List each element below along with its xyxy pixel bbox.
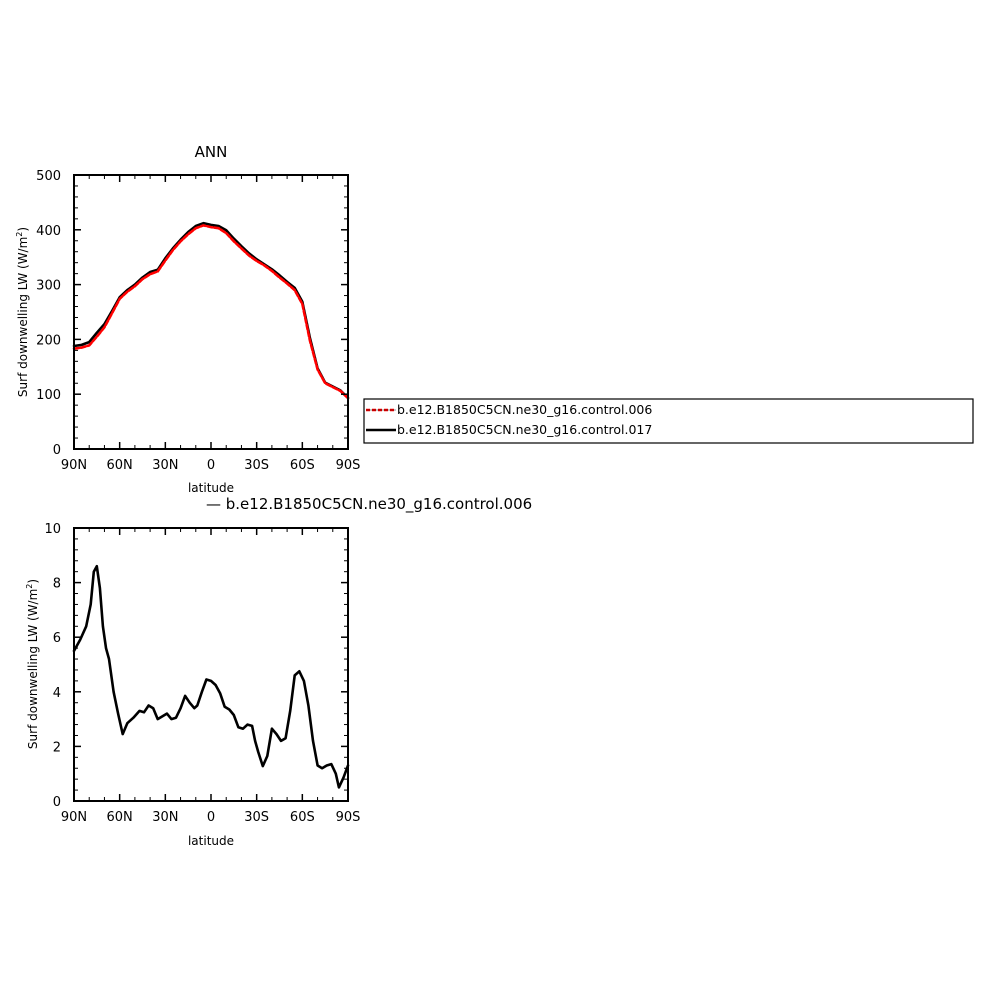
bottom-xtick-label: 30N (152, 810, 178, 825)
top-xtick-label: 0 (207, 458, 215, 473)
top-panel-xlabel: latitude (188, 481, 234, 495)
bottom-ytick-label: 0 (53, 795, 61, 810)
bottom-panel: — b.e12.B1850C5CN.ne30_g16.control.006 9… (25, 495, 532, 848)
bottom-xtick-label: 0 (207, 810, 215, 825)
bottom-panel-title: — b.e12.B1850C5CN.ne30_g16.control.006 (206, 495, 532, 514)
top-panel-series-group (72, 221, 350, 400)
top-ytick-label: 500 (36, 169, 61, 184)
top-xtick-label: 60S (290, 458, 315, 473)
bottom-panel-ylabel: Surf downwelling LW (W/m2) (25, 579, 40, 749)
bottom-panel-frame (73, 527, 349, 802)
legend-entry-006: b.e12.B1850C5CN.ne30_g16.control.006 (397, 402, 652, 417)
top-xtick-label: 30S (244, 458, 269, 473)
top-ytick-label: 300 (36, 279, 61, 294)
bottom-panel-ticks: 90N 60N 30N 0 30S 60S 90S 0 2 4 6 8 10 (44, 522, 360, 825)
top-ytick-label: 100 (36, 388, 61, 403)
legend-entry-017: b.e12.B1850C5CN.ne30_g16.control.017 (397, 422, 652, 437)
legend: b.e12.B1850C5CN.ne30_g16.control.006 b.e… (363, 398, 974, 444)
top-ytick-label: 200 (36, 333, 61, 348)
bottom-xtick-label: 90S (336, 810, 361, 825)
top-panel-frame (73, 174, 349, 450)
bottom-xtick-label: 60N (107, 810, 133, 825)
bottom-ytick-label: 4 (53, 686, 61, 701)
bottom-series-line-0 (72, 564, 350, 789)
top-xtick-label: 30N (152, 458, 178, 473)
top-panel-ticks: 90N 60N 30N 0 30S 60S 90S 0 100 200 300 400 500 (36, 169, 360, 473)
bottom-ytick-label: 6 (53, 631, 61, 646)
top-series-line-0 (72, 224, 350, 400)
bottom-ytick-label: 10 (44, 522, 61, 537)
bottom-ytick-label: 2 (53, 740, 61, 755)
top-panel-ylabel: Surf downwelling LW (W/m2) (15, 227, 30, 397)
top-panel: ANN 90N 60N 30N 0 30S 60S 90S0100200300400500 … (15, 143, 360, 495)
bottom-xtick-label: 30S (244, 810, 269, 825)
top-series-line-1 (72, 221, 350, 400)
top-ytick-label: 0 (53, 443, 61, 458)
legend-box (363, 398, 974, 444)
top-xtick-label: 90S (336, 458, 361, 473)
bottom-xtick-label: 60S (290, 810, 315, 825)
bottom-panel-xlabel: latitude (188, 834, 234, 848)
bottom-panel-series-group (72, 564, 350, 789)
bottom-xtick-label: 90N (61, 810, 87, 825)
top-xtick-label: 60N (107, 458, 133, 473)
top-ytick-label: 400 (36, 224, 61, 239)
top-panel-title: ANN (195, 143, 228, 161)
bottom-ytick-label: 8 (53, 577, 61, 592)
top-xtick-label: 90N (61, 458, 87, 473)
